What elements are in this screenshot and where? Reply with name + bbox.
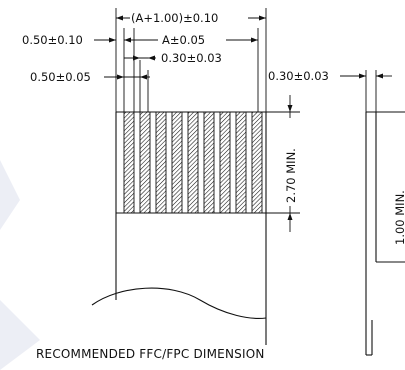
contact-finger — [155, 111, 167, 214]
front-view — [91, 8, 267, 345]
contact-finger — [123, 111, 135, 214]
label-total-width: (A+1.00)±0.10 — [131, 11, 218, 25]
drawing-caption: RECOMMENDED FFC/FPC DIMENSION — [36, 347, 265, 361]
label-pitch: 0.50±0.05 — [30, 70, 91, 84]
dim-thickness: 0.30±0.03 — [268, 69, 392, 83]
side-view — [365, 70, 405, 356]
label-edge: 0.50±0.10 — [22, 33, 83, 47]
contact-finger — [235, 111, 247, 214]
dim-length: 2.70 MIN. — [266, 95, 300, 232]
label-contact-width: 0.30±0.03 — [161, 51, 222, 65]
label-a-width: A±0.05 — [162, 33, 205, 47]
label-length: 2.70 MIN. — [284, 148, 298, 203]
label-thickness: 0.30±0.03 — [268, 69, 329, 83]
label-side-length: 1.00 MIN. — [393, 190, 405, 245]
dim-a-width: A±0.05 — [124, 31, 258, 47]
contact-finger — [171, 111, 183, 214]
dim-contact-width: 0.30±0.03 — [124, 51, 222, 65]
contact-finger — [139, 111, 151, 214]
dim-pitch: 0.50±0.05 — [30, 70, 150, 84]
contact-finger — [219, 111, 231, 214]
contact-finger — [203, 111, 215, 214]
dim-edge: 0.50±0.10 — [22, 33, 116, 47]
contact-fingers — [123, 111, 263, 214]
watermark-shape — [0, 160, 40, 370]
dim-total-width: (A+1.00)±0.10 — [116, 9, 266, 25]
contact-finger — [187, 111, 199, 214]
contact-finger — [251, 111, 263, 214]
dim-side-length: 1.00 MIN. — [393, 190, 405, 245]
